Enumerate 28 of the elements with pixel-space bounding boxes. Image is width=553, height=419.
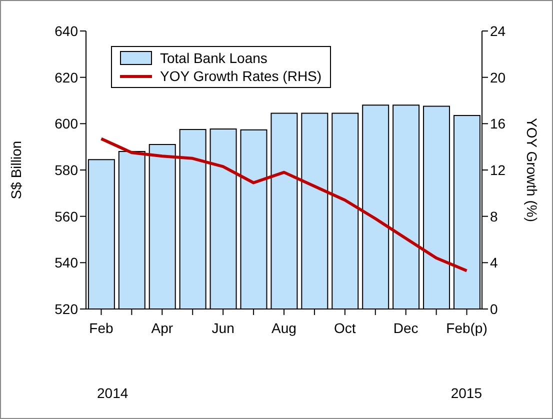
legend-label: Total Bank Loans [160,49,268,67]
y2-tick-label: 16 [490,116,506,132]
y-tick-label: 640 [54,22,78,39]
text: 2015 [450,385,482,401]
y-tick-label: 560 [54,208,78,224]
y2-tick-label: 0 [490,300,498,317]
y2-tick-label: 8 [490,208,498,224]
line-series [100,137,468,272]
x-tick-label: Oct [334,320,356,336]
y-tick-label: 520 [54,300,78,317]
x-tick-label: Apr [151,320,174,336]
legend-label: YOY Growth Rates (RHS) [160,67,322,85]
x-tick-label: Feb [89,320,114,336]
y-tick-label: 620 [54,69,78,86]
y2-tick-label: 20 [490,69,506,86]
y2-tick-label: 24 [490,22,506,39]
y-axis-title: S$ Billion [8,140,24,200]
y-tick-label: 600 [54,116,78,132]
y-tick-label: 580 [54,162,78,178]
x-tick-label: Jun [212,320,234,336]
text: 2014 [97,385,128,401]
y-tick-label: 540 [54,254,78,271]
x-tick-label: Dec [393,320,418,336]
x-tick-label: Aug [272,320,296,336]
y2-tick-label: 12 [490,162,506,178]
x-tick-label: Feb(p) [446,320,488,336]
y2-axis-title: YOY Growth (%) [524,118,540,222]
y2-tick-label: 4 [490,254,498,271]
